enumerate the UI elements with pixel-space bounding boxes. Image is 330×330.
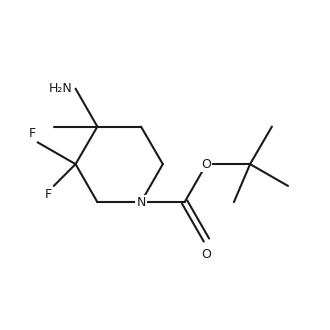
Text: O: O	[202, 158, 212, 171]
Text: H₂N: H₂N	[48, 82, 72, 95]
Text: F: F	[28, 127, 35, 140]
Text: O: O	[202, 248, 212, 261]
Text: F: F	[45, 188, 51, 201]
Text: N: N	[136, 196, 146, 209]
